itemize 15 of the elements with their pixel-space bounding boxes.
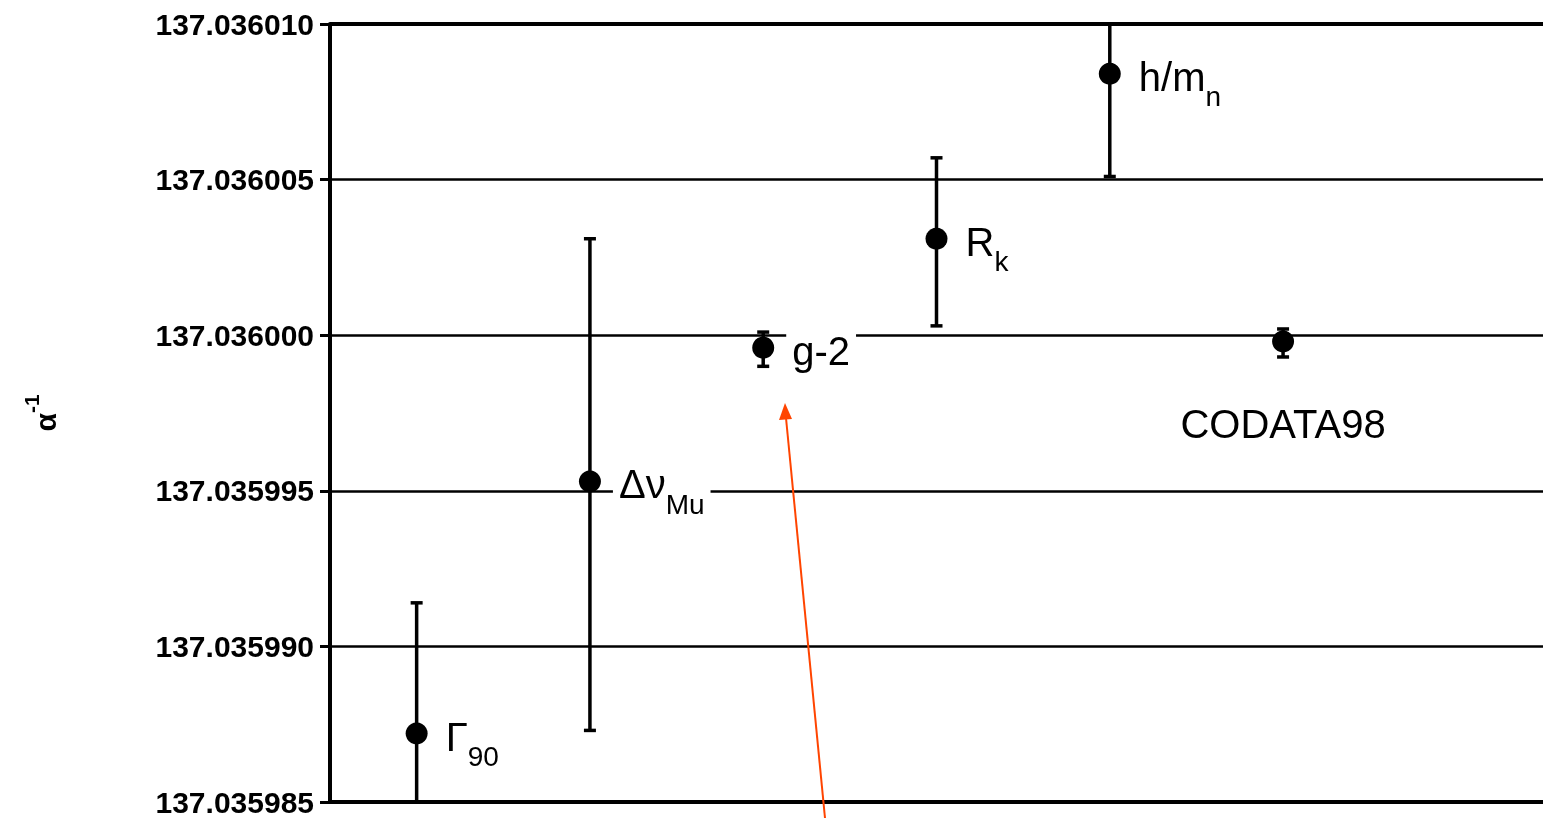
point (578, 470, 601, 493)
y-tick-label: 137.036010 (155, 7, 314, 41)
y-tick-label: 137.036000 (155, 318, 314, 352)
series-label: g-2 (792, 328, 851, 373)
series-label: CODATA98 (1180, 402, 1386, 447)
y-tick-label: 137.035985 (155, 785, 314, 818)
point (1098, 62, 1121, 85)
point (405, 722, 428, 745)
y-tick-label: 137.035990 (155, 629, 314, 663)
y-tick-label: 137.036005 (155, 163, 314, 197)
point (925, 227, 948, 250)
point (752, 336, 775, 359)
y-axis-title: α-1 (20, 394, 62, 432)
y-tick-label: 137.035995 (155, 474, 314, 508)
point (1272, 330, 1295, 353)
